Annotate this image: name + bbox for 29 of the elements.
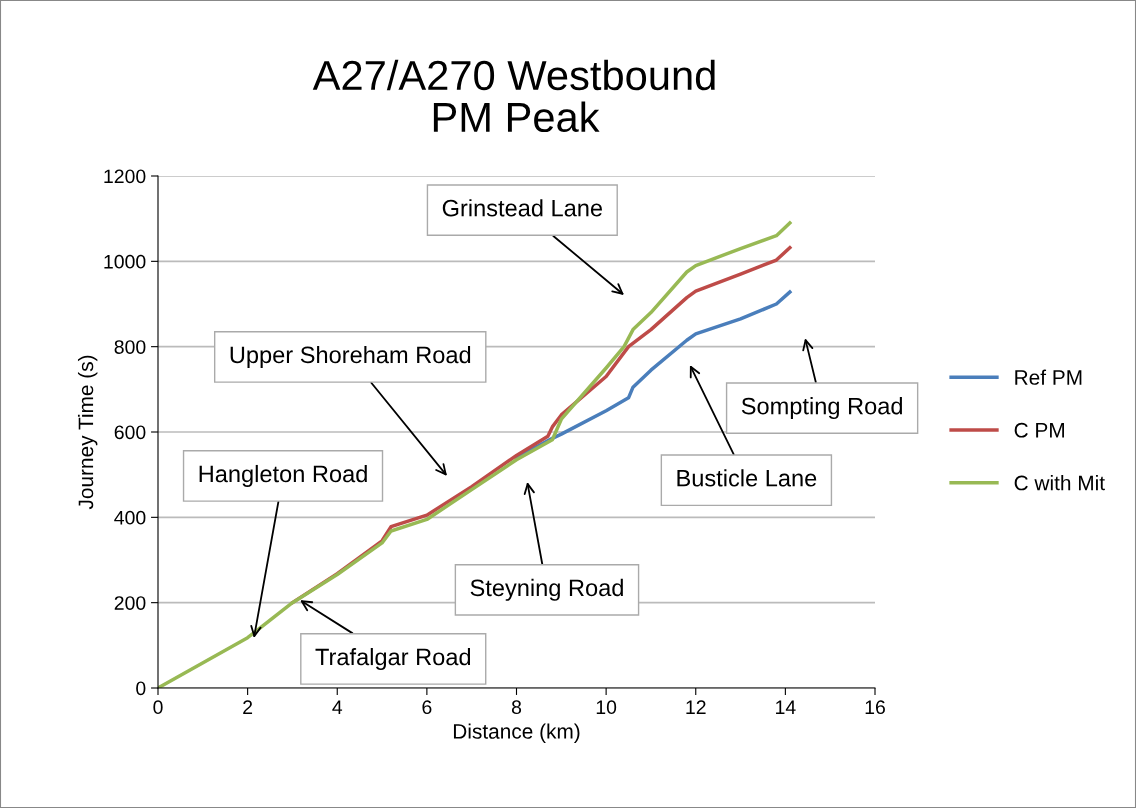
annotation: Steyning Road — [470, 578, 623, 601]
legend-label: Ref PM — [1015, 369, 1082, 385]
x-tick-label: 12 — [686, 700, 706, 714]
x-tick-label: 10 — [596, 700, 617, 715]
x-tick-label: 4 — [332, 700, 343, 714]
legend-label: C PM — [1014, 422, 1064, 438]
y-tick-label: 1200 — [104, 169, 146, 184]
x-tick-label: 16 — [865, 700, 885, 715]
x-axis-title: Distance (km) — [453, 723, 580, 743]
annotation: Trafalgar Road — [315, 647, 471, 670]
x-tick-label: 6 — [422, 700, 432, 715]
y-axis-title: Journey Time (s) — [77, 355, 98, 510]
annotation: Busticle Lane — [677, 469, 817, 487]
annotation: Upper Shoreham Road — [230, 345, 471, 368]
x-tick-label: 2 — [243, 700, 253, 714]
legend-label: C with Mit — [1014, 475, 1105, 491]
y-tick-label: 800 — [114, 340, 146, 354]
chart-title: A27/A270 Westbound PM Peak — [312, 59, 715, 133]
annotation: Hangleton Road — [199, 464, 367, 487]
x-tick-label: 0 — [153, 700, 163, 715]
annotation: Sompting Road — [741, 397, 902, 420]
y-tick-label: 0 — [136, 681, 146, 696]
y-tick-label: 200 — [114, 596, 146, 610]
annotation: Grinstead Lane — [442, 199, 603, 217]
y-tick-label: 1000 — [104, 254, 146, 269]
y-tick-label: 600 — [114, 425, 146, 440]
y-tick-label: 400 — [114, 510, 146, 525]
x-tick-label: 8 — [511, 700, 522, 715]
x-tick-label: 14 — [776, 700, 796, 714]
